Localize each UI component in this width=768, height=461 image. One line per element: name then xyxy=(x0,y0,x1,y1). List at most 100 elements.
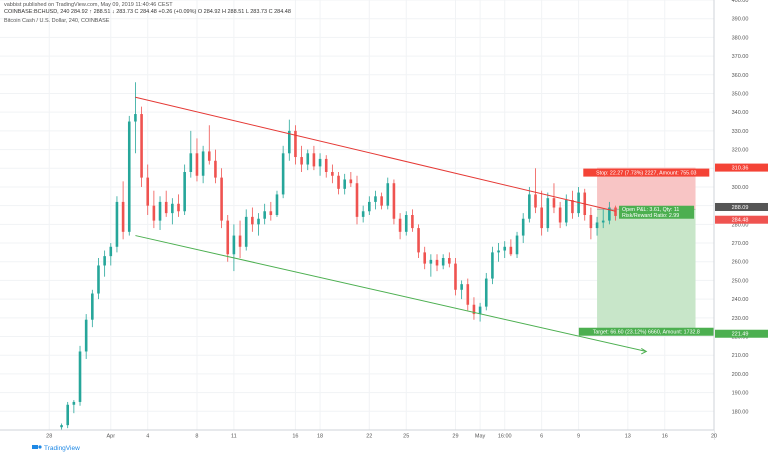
candle-body xyxy=(484,278,488,307)
resistance-trendline[interactable] xyxy=(135,96,616,212)
candle-body xyxy=(509,246,513,255)
candle-body xyxy=(571,200,574,214)
time-tick-label: 28 xyxy=(46,434,52,440)
time-tick-label: 16 xyxy=(662,434,668,440)
time-tick-label: 22 xyxy=(366,434,372,440)
entry-price-label: 288.09 xyxy=(732,205,749,211)
time-tick-label: 6 xyxy=(540,434,543,440)
time-tick-label: 11 xyxy=(231,434,237,440)
candle-body xyxy=(411,215,414,229)
candle-body xyxy=(72,401,76,405)
candle-body xyxy=(281,153,285,195)
candle-body xyxy=(121,201,125,232)
price-tick-label: 180.00 xyxy=(732,409,749,415)
price-tick-label: 390.00 xyxy=(732,17,749,23)
price-tick-label: 240.00 xyxy=(732,297,749,303)
price-tick-label: 260.00 xyxy=(732,260,749,266)
candle-body xyxy=(195,153,199,176)
time-tick-label: 16:00 xyxy=(498,434,512,440)
candle-body xyxy=(152,205,156,221)
time-axis-ticks: 28 Apr 4 8 11 16 18 22 25 29 May 16:00 6 9 13 16 20 xyxy=(46,434,717,440)
stop-price-label-bg xyxy=(715,163,768,172)
candle-body xyxy=(251,216,254,225)
candle-body xyxy=(558,207,562,223)
time-tick-label: May xyxy=(475,434,486,440)
candle-body xyxy=(540,207,543,229)
candle-body xyxy=(460,284,463,290)
price-tick-label: 380.00 xyxy=(732,35,749,41)
price-tick-label: 270.00 xyxy=(732,241,749,247)
candle-body xyxy=(368,201,371,212)
ohlc-line: COINBASE:BCHUSD, 240 284.92 ↑ 288.51 ↓ 2… xyxy=(4,9,291,15)
candle-body xyxy=(91,293,94,320)
pnl-box xyxy=(619,205,695,219)
entry-price-label-bg xyxy=(715,202,768,211)
last-price-label: 284.48 xyxy=(732,218,749,224)
trendlines xyxy=(135,96,648,355)
published-line: vabbist published on TradingView.com, Ma… xyxy=(4,2,173,8)
candle-body xyxy=(127,121,131,232)
candle-body xyxy=(491,252,494,279)
candle-body xyxy=(115,201,119,247)
candle-body xyxy=(386,183,390,206)
price-tick-label: 200.00 xyxy=(732,372,749,378)
candle-body xyxy=(423,252,427,264)
price-tick-label: 370.00 xyxy=(732,54,749,60)
candle-body xyxy=(306,153,310,165)
candle-body xyxy=(177,203,180,212)
candle-body xyxy=(207,151,211,161)
candle-body xyxy=(528,194,531,219)
candle-body xyxy=(589,215,593,229)
candle-body xyxy=(103,256,106,266)
candle-body xyxy=(275,194,279,215)
price-axis-labels: 310.36 288.09 284.48 221.49 xyxy=(715,163,768,338)
price-tick-label: 300.00 xyxy=(732,185,749,191)
time-axis[interactable] xyxy=(0,430,714,440)
candle-body xyxy=(361,211,365,217)
candle-body xyxy=(238,235,242,247)
price-tick-label: 230.00 xyxy=(732,316,749,322)
candle-body xyxy=(343,179,346,189)
position-zones xyxy=(597,167,696,334)
candle-body xyxy=(164,201,168,214)
candle-body xyxy=(220,177,223,221)
candle-body xyxy=(441,258,445,266)
candle-body xyxy=(312,153,316,167)
candle-body xyxy=(404,215,408,232)
candle-body xyxy=(263,211,266,219)
target-zone[interactable] xyxy=(597,209,696,334)
support-trendline[interactable] xyxy=(135,235,647,352)
candle-body xyxy=(564,200,568,223)
candle-body xyxy=(398,218,402,232)
candle-body xyxy=(171,203,174,214)
footer-brand[interactable]: TradingView xyxy=(44,445,80,452)
candle-body xyxy=(337,175,340,189)
instrument-line: Bitcoin Cash / U.S. Dollar, 240, COINBAS… xyxy=(4,18,110,24)
candle-body xyxy=(269,211,273,215)
candle-body xyxy=(472,304,476,315)
footer-bar xyxy=(0,440,768,456)
candle-body xyxy=(287,130,291,154)
candle-body xyxy=(324,158,328,172)
candle-body xyxy=(226,220,230,255)
candle-body xyxy=(146,177,150,206)
support-arrowhead xyxy=(641,348,648,355)
candle-body xyxy=(60,425,63,428)
candle-body xyxy=(201,151,205,176)
candle-body xyxy=(66,404,70,426)
time-tick-label: 16 xyxy=(292,434,298,440)
candle-body xyxy=(134,114,137,122)
price-tick-label: 350.00 xyxy=(732,91,749,97)
candle-body xyxy=(380,196,383,206)
candle-body xyxy=(214,160,217,178)
candle-body xyxy=(140,114,143,178)
target-price-label: 221.49 xyxy=(732,332,749,338)
time-tick-label: 20 xyxy=(711,434,717,440)
pnl-label: Open P&L: 3.61, Qty: 11 xyxy=(622,207,679,213)
candle-body xyxy=(84,319,88,352)
time-tick-label: 25 xyxy=(403,434,409,440)
candle-body xyxy=(294,130,297,158)
candle-body xyxy=(244,216,248,247)
